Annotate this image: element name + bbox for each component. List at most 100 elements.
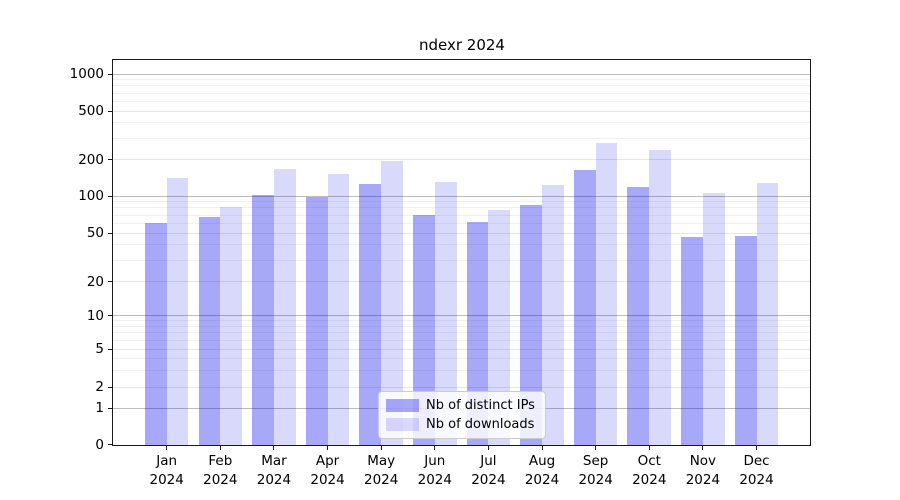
x-tick-label-jun: Jun 2024 <box>403 452 467 490</box>
y-tick-mark <box>108 195 113 197</box>
x-tick-year: 2024 <box>524 472 560 488</box>
bar-downloads-jun <box>434 182 457 445</box>
legend-item-distinct-ips: Nb of distinct IPs <box>386 398 545 413</box>
gridline-minor <box>113 326 810 328</box>
gridline-minor <box>113 214 810 216</box>
bar-ips-nov <box>681 237 703 445</box>
x-tick-year: 2024 <box>739 472 774 488</box>
y-tick-label: 1 <box>95 400 104 416</box>
legend-swatch-downloads <box>386 418 419 431</box>
x-tick-label-oct: Oct 2024 <box>617 452 681 490</box>
gridline-minor <box>113 207 810 209</box>
legend: Nb of distinct IPs Nb of downloads <box>378 391 546 439</box>
gridline-sub <box>113 110 810 112</box>
gridline-major <box>113 73 810 75</box>
y-tick-mark <box>108 232 113 234</box>
x-tick-year: 2024 <box>256 472 292 488</box>
bar-downloads-nov <box>702 192 725 445</box>
x-tick-label-may: May 2024 <box>349 452 413 490</box>
bar-downloads-may <box>381 160 403 445</box>
gridline-minor <box>113 244 810 246</box>
x-tick-mark <box>487 446 489 450</box>
gridline-minor <box>113 332 810 334</box>
x-tick-label-apr: Apr 2024 <box>296 452 360 490</box>
x-tick-mark <box>702 446 704 450</box>
x-tick-mark <box>434 446 436 450</box>
x-tick-mark <box>273 446 275 450</box>
x-tick-year: 2024 <box>417 472 452 488</box>
x-tick-year: 2024 <box>310 472 345 488</box>
x-tick-year: 2024 <box>149 472 184 488</box>
y-tick-mark <box>108 386 113 388</box>
bar-ips-aug <box>520 204 543 445</box>
bar-downloads-sep <box>595 142 618 445</box>
y-tick-label: 20 <box>86 273 104 290</box>
chart-title: ndexr 2024 <box>419 36 505 54</box>
gridline-minor <box>113 79 810 81</box>
gridline-minor <box>113 100 810 102</box>
bar-downloads-dec <box>756 183 779 445</box>
bar-ips-may <box>359 184 382 445</box>
gridline-sub <box>113 159 810 160</box>
y-tick-mark <box>108 407 113 409</box>
x-tick-label-jan: Jan 2024 <box>135 452 199 490</box>
legend-swatch-distinct-ips <box>386 399 419 412</box>
gridline-minor <box>113 122 810 124</box>
legend-label-downloads: Nb of downloads <box>426 417 535 432</box>
y-tick-mark <box>108 281 113 283</box>
x-tick-mark <box>380 446 382 450</box>
y-tick-mark <box>108 73 113 75</box>
x-tick-year: 2024 <box>685 472 721 488</box>
x-tick-mark <box>756 446 758 450</box>
bar-ips-jun <box>413 215 435 445</box>
x-tick-month: Nov <box>689 453 717 469</box>
bar-ips-oct <box>627 187 650 445</box>
gridline-major <box>113 315 810 317</box>
bar-ips-dec <box>734 236 757 445</box>
bar-downloads-oct <box>649 149 672 445</box>
gridline-minor <box>113 320 810 322</box>
x-tick-label-feb: Feb 2024 <box>188 452 252 490</box>
bar-downloads-mar <box>273 168 296 445</box>
x-tick-mark <box>541 446 543 450</box>
x-tick-mark <box>648 446 650 450</box>
y-tick-label: 500 <box>78 103 104 119</box>
gridline-minor <box>113 92 810 94</box>
y-tick-mark <box>108 315 113 317</box>
x-tick-month: Sep <box>582 453 609 469</box>
x-tick-month: Dec <box>743 453 770 469</box>
x-tick-label-jul: Jul 2024 <box>456 452 520 490</box>
y-tick-label: 1000 <box>69 66 104 82</box>
bar-ips-mar <box>252 195 274 445</box>
x-tick-month: May <box>367 453 396 469</box>
x-tick-month: Feb <box>208 453 233 469</box>
bar-downloads-jan <box>166 178 189 445</box>
legend-item-downloads: Nb of downloads <box>386 417 545 432</box>
x-tick-year: 2024 <box>632 472 667 488</box>
x-tick-label-dec: Dec 2024 <box>725 452 789 490</box>
x-tick-month: Mar <box>261 453 287 469</box>
x-tick-month: Aug <box>528 453 556 469</box>
gridline-minor <box>113 259 810 261</box>
gridline-minor <box>113 369 810 371</box>
plot-inner <box>113 60 810 445</box>
x-tick-label-nov: Nov 2024 <box>671 452 735 490</box>
y-tick-mark <box>108 348 113 350</box>
gridline-minor <box>113 358 810 360</box>
y-tick-label: 5 <box>95 341 104 358</box>
gridline-minor <box>113 222 810 224</box>
x-tick-label-sep: Sep 2024 <box>564 452 628 490</box>
x-tick-month: Jan <box>156 453 178 469</box>
bar-ips-jan <box>144 223 167 445</box>
plot-area <box>112 59 811 446</box>
gridline-minor <box>113 201 810 203</box>
x-tick-month: Jun <box>424 453 446 469</box>
gridline-minor <box>113 339 810 341</box>
y-tick-label: 50 <box>86 225 104 241</box>
bar-downloads-apr <box>327 173 350 445</box>
x-tick-label-aug: Aug 2024 <box>510 452 574 490</box>
y-tick-label: 10 <box>86 307 104 324</box>
bar-downloads-aug <box>542 184 564 445</box>
y-tick-label: 200 <box>78 151 104 168</box>
bar-ips-apr <box>305 196 328 445</box>
